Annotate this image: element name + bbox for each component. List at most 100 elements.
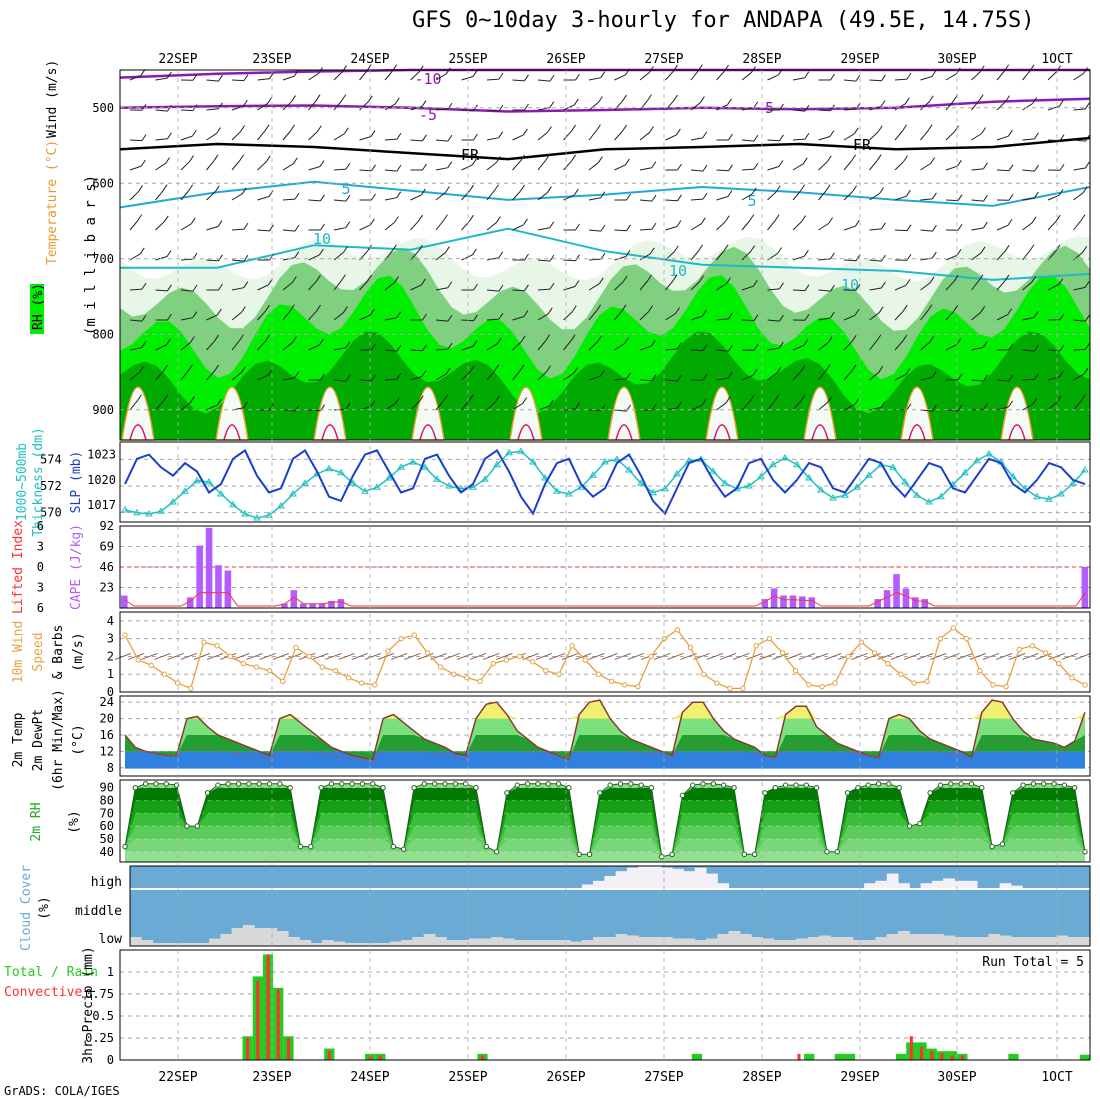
y-tick-label-cape: 92 [100,519,114,533]
cloud-low-bar [638,937,651,946]
wind-barb-flag [701,309,707,317]
wind-barb-flag [167,284,172,292]
wind-barb-flag [269,224,274,232]
wind-speed-marker [306,653,312,660]
thickness-marker [121,506,129,513]
wind-barb [435,220,444,231]
wind-barb-flag [1033,311,1039,318]
wind-barb-flag [571,154,576,162]
cloud-high-bar [920,883,933,888]
cloud-high-bar [615,871,628,888]
wind-barb [690,281,700,291]
wind-barb-flag [804,132,810,140]
wind-barb-10m [548,652,566,660]
wind-speed-marker [266,667,273,674]
wind-barb-flag [495,395,500,402]
wind-barb-flag [752,279,758,287]
wind-barb-flag [879,187,885,194]
wind-barb [971,311,982,321]
wind-barb-flag [1004,244,1010,252]
wind-barb-flag [980,306,986,313]
y-tick-label-cape: 23 [100,581,114,595]
wind-barb-flag [265,304,270,312]
wind-barb-flag [524,253,529,261]
wind-barb-flag [445,67,451,75]
wind-barb [792,77,805,81]
cloud-low-bar [141,940,154,946]
cloud-low-bar [615,934,628,946]
rh-marker [204,790,211,796]
wind-barb [563,259,576,262]
cloud-high-bar [706,873,718,888]
wind-barb [563,373,574,381]
precip-conv-bar [940,1052,944,1060]
wind-barb-flag [469,214,474,222]
wind-barb-flag [853,127,859,135]
wind-barb-10m [969,652,986,660]
cloud-high-bar [943,878,955,888]
wind-barb [333,347,346,351]
wind-barb [282,130,292,141]
rh-marker [215,782,221,788]
wind-barb [818,136,831,141]
wind-barb [231,287,244,291]
wind-barb-10m [390,652,408,660]
wind-barb-flag [396,372,402,380]
wind-barb-flag [600,224,606,232]
thickness-marker [229,500,237,508]
wind-barb [257,130,266,141]
cloud-low-bar [920,934,933,946]
cloud-high-bar [593,880,605,888]
wind-barb [690,137,703,141]
wind-barb [1047,139,1061,142]
wind-barb-flag [165,338,171,346]
wind-barb-flag [826,155,832,163]
wind-barb [410,284,422,291]
wind-barb [410,106,423,111]
wind-barb-flag [983,374,988,382]
wind-barb [206,160,215,171]
wind-barb-10m [917,652,934,660]
cloud-low-bar [525,940,538,946]
wind-barb-flag [495,156,501,163]
wind-barb-flag [675,307,681,314]
wind-barb-flag [524,74,529,82]
rh-marker [741,851,748,858]
wind-barb-flag [753,343,759,351]
wind-barb-flag [166,71,172,79]
wind-barb-flag [1058,278,1064,285]
rh-marker [421,781,428,787]
wind-barb-flag [1058,99,1064,107]
wind-barb-flag [600,191,606,199]
wind-barb-flag [1034,344,1039,352]
wind-barb-flag [524,103,529,111]
wind-speed-marker [135,657,141,663]
wind-barb [639,199,652,202]
wind-barb-flag [217,220,223,227]
wind-barb-10m [995,652,1013,660]
thickness-marker [517,447,525,454]
wind-speed-marker [227,653,233,660]
thickness-marker [289,490,297,497]
wind-barb-flag [292,336,297,343]
side-label-rh: RH (%) [31,283,46,330]
wind-barb [231,105,244,111]
wind-barb-flag [676,401,682,409]
wind-barb-flag [726,98,732,106]
cape-bar [309,603,316,608]
cloud-low-bar [299,940,312,946]
wind-barb-flag [519,364,525,371]
wind-barb [282,229,295,232]
rh-marker [524,781,531,787]
wind-barb-10m [654,652,671,660]
wind-barb [180,402,191,411]
wind-barb [716,318,729,321]
rh-shade-band [120,331,1090,440]
wind-barb [690,223,702,231]
rh-marker [153,781,159,787]
rh-marker [886,781,892,787]
rh-marker [163,781,169,787]
wind-barb-flag [779,134,784,142]
wind-barb [1047,401,1058,411]
wind-barb [920,376,933,381]
